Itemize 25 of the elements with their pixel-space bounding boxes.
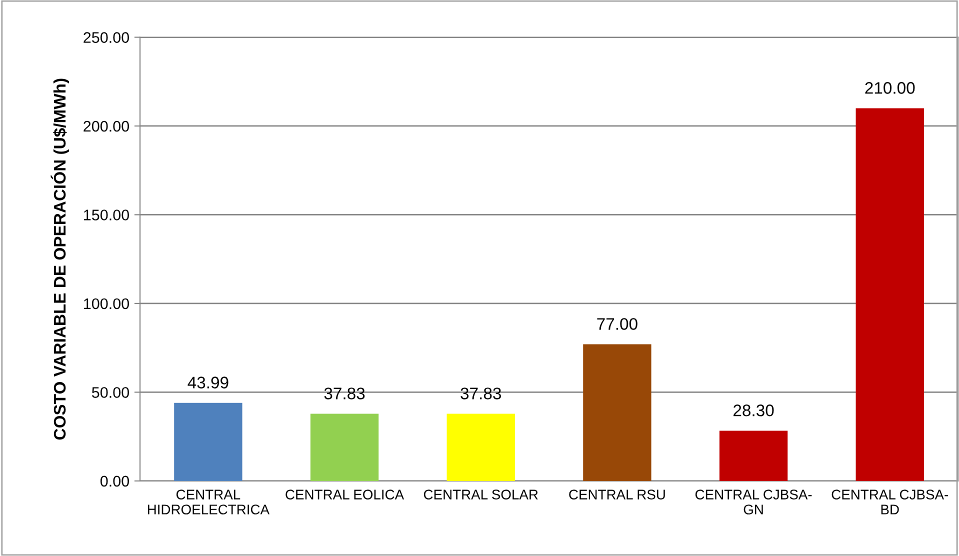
x-tick-label: CENTRAL HIDROELECTRICA bbox=[148, 490, 270, 514]
bar bbox=[174, 402, 242, 481]
y-tick-label: 0.00 bbox=[100, 476, 130, 487]
data-label: 37.83 bbox=[460, 388, 501, 400]
y-tick-label: 200.00 bbox=[84, 120, 130, 132]
x-tick-label: CENTRAL SOLAR bbox=[424, 490, 538, 500]
x-tick-label: CENTRAL CJBSA-GN bbox=[695, 490, 812, 514]
data-label: 77.00 bbox=[597, 318, 638, 330]
data-label: 37.83 bbox=[324, 388, 365, 400]
y-tick-label: 100.00 bbox=[84, 298, 130, 310]
bar bbox=[583, 344, 652, 481]
y-tick-label: 150.00 bbox=[84, 210, 130, 220]
y-axis-title: COSTO VARIABLE DE OPERACIÓN (U$/MWh) bbox=[50, 78, 69, 440]
data-label: 43.99 bbox=[188, 376, 228, 388]
y-tick-label: 250.00 bbox=[84, 32, 130, 43]
data-label: 28.30 bbox=[734, 404, 774, 416]
x-tick-label: CENTRAL EOLICA bbox=[286, 490, 404, 500]
bar bbox=[719, 430, 788, 481]
data-label: 210.00 bbox=[865, 82, 915, 94]
y-tick-label: 50.00 bbox=[92, 387, 130, 398]
x-tick-label: CENTRAL RSU bbox=[569, 490, 665, 500]
bar bbox=[310, 414, 379, 481]
bar bbox=[856, 108, 924, 481]
bar bbox=[446, 414, 515, 481]
x-tick-label: CENTRAL CJBSA-BD bbox=[832, 490, 948, 514]
